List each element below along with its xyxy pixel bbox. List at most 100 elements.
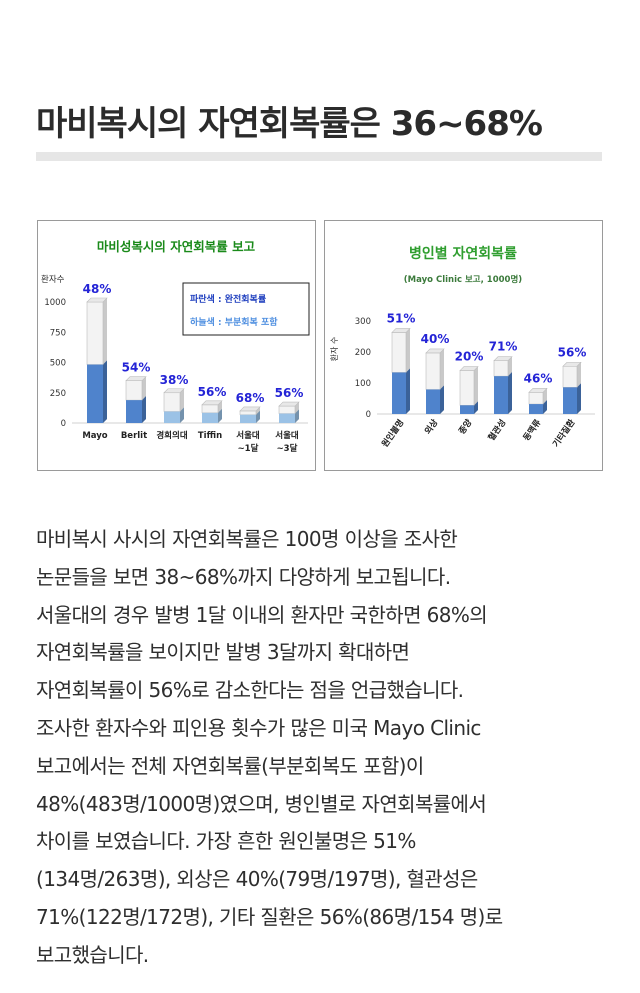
y-tick-label: 1000 <box>44 298 66 308</box>
x-tick-label: 혈관성 <box>486 417 508 443</box>
chart-title: 병인별 자연회복률 <box>409 245 517 262</box>
bar-side-recovered-5 <box>577 383 581 414</box>
bar-recovered-5 <box>279 413 295 423</box>
x-tick-label: Tiffin <box>198 431 222 441</box>
title-divider <box>36 152 602 161</box>
bar-side-recovered-4 <box>256 410 260 423</box>
x-tick-label: 종양 <box>456 417 474 436</box>
bar-top-0 <box>86 297 108 303</box>
bar-remainder-2 <box>163 392 181 412</box>
x-tick-label: 외상 <box>422 417 440 436</box>
x-tick-label: ~3달 <box>277 443 298 454</box>
paragraph-line: 서울대의 경우 발병 1달 이내의 환자만 국한하면 68%의 <box>36 602 488 627</box>
bar-side-recovered-1 <box>440 385 444 414</box>
data-label: 56% <box>198 385 227 399</box>
bar-recovered-0 <box>392 372 406 414</box>
bar-top-4 <box>528 388 548 393</box>
bar-side-recovered-1 <box>142 396 146 423</box>
bar-top-4 <box>239 406 261 412</box>
bar-remainder-1 <box>125 380 143 401</box>
bar-top-1 <box>125 376 147 381</box>
legend-box <box>182 282 310 336</box>
bar-remainder-4 <box>239 410 257 416</box>
etiology-recovery-chart-panel: 병인별 자연회복률 (Mayo Clinic 보고, 1000명) 환자 수 0 100… <box>324 220 603 471</box>
etiology-recovery-chart: 병인별 자연회복률 (Mayo Clinic 보고, 1000명) 환자 수 0 100… <box>329 245 595 449</box>
data-label: 71% <box>489 340 518 354</box>
paragraph-line: 차이를 보였습니다. 가장 흔한 원인불명은 51% <box>36 829 416 854</box>
x-tick-label: 원인불명 <box>380 417 407 449</box>
y-tick-label: 750 <box>50 328 66 338</box>
bar-top-2 <box>459 366 479 371</box>
bar-recovered-2 <box>164 411 180 423</box>
bar-side-recovered-2 <box>474 401 478 414</box>
bar-recovered-4 <box>529 404 543 414</box>
x-tick-label: Mayo <box>82 431 107 441</box>
x-tick-label: 서울대 <box>236 430 260 441</box>
bar-recovered-4 <box>240 414 256 423</box>
bar-recovered-1 <box>126 400 142 423</box>
bar-remainder-0 <box>86 301 104 365</box>
bar-remainder-3 <box>201 404 219 414</box>
bar-side-recovered-3 <box>218 408 222 423</box>
page-title: 마비복시의 자연회복률은 36~68% <box>36 104 543 144</box>
bar-top-1 <box>425 348 445 354</box>
paragraph-line: 보고에서는 전체 자연회복률(부분회복도 포함)이 <box>36 753 424 778</box>
chart-title: 마비성복시의 자연회복률 보고 <box>97 239 256 254</box>
bar-remainder-4 <box>528 392 544 405</box>
y-tick-label: 250 <box>50 389 66 399</box>
bar-side-recovered-3 <box>508 372 512 414</box>
data-label: 48% <box>83 282 112 296</box>
legend-item-partial: 하늘색 : 부분회복 포함 <box>190 316 278 328</box>
paragraph-line: (134명/263명), 외상은 40%(79명/197명), 혈관성은 <box>36 867 478 892</box>
bar-remainder-1 <box>425 352 441 390</box>
x-tick-label: ~1달 <box>238 443 259 454</box>
data-label: 20% <box>455 350 484 364</box>
bar-side-recovered-2 <box>180 407 184 423</box>
paragraph-line: 71%(122명/172명), 기타 질환은 56%(86명/154 명)로 <box>36 904 503 929</box>
chart-subtitle: (Mayo Clinic 보고, 1000명) <box>404 274 522 285</box>
bar-top-5 <box>562 361 582 367</box>
bar-side-recovered-4 <box>543 400 547 414</box>
data-label: 40% <box>421 332 450 346</box>
bar-remainder-5 <box>278 405 296 414</box>
data-label: 38% <box>160 373 189 387</box>
bar-top-0 <box>391 328 411 333</box>
bar-side-recovered-5 <box>295 409 299 423</box>
bar-top-3 <box>493 356 513 361</box>
data-label: 56% <box>558 345 587 359</box>
paragraph-line: 마비복시 사시의 자연회복률은 100명 이상을 조사한 <box>36 527 458 551</box>
bar-recovered-3 <box>202 412 218 423</box>
paragraph-line: 논문들을 보면 38~68%까지 다양하게 보고됩니다. <box>36 564 451 589</box>
data-label: 51% <box>387 311 416 325</box>
data-label: 46% <box>524 371 553 385</box>
x-tick-label: 동맥류 <box>521 417 544 443</box>
x-tick-label: 기타질환 <box>551 417 578 449</box>
y-tick-label: 300 <box>355 317 371 327</box>
paragraph-line: 자연회복률을 보이지만 발병 3달까지 확대하면 <box>36 640 410 665</box>
bar-recovered-2 <box>460 405 474 414</box>
bar-remainder-5 <box>562 365 578 388</box>
y-tick-label: 200 <box>355 348 371 358</box>
data-label: 54% <box>122 361 151 375</box>
bar-top-5 <box>278 401 300 407</box>
y-tick-label: 500 <box>50 359 66 369</box>
bar-side-recovered-0 <box>406 368 410 414</box>
bar-recovered-3 <box>494 376 508 414</box>
bar-recovered-5 <box>563 387 577 414</box>
bar-side-recovered-0 <box>103 360 107 423</box>
bar-remainder-3 <box>493 360 509 377</box>
paragraph-line: 보고했습니다. <box>36 942 149 967</box>
x-tick-label: 서울대 <box>275 430 299 441</box>
y-tick-label: 0 <box>61 419 66 429</box>
bar-recovered-1 <box>426 389 440 414</box>
paragraph-line: 48%(483명/1000명)였으며, 병인별로 자연회복률에서 <box>36 791 487 816</box>
y-axis-label: 환자수 <box>41 274 65 285</box>
x-tick-label: 경희의대 <box>156 430 187 441</box>
data-label: 68% <box>236 391 265 405</box>
legend-item-full: 파란색 : 완전회복률 <box>190 293 266 305</box>
y-tick-label: 100 <box>355 379 371 389</box>
bar-side-2 <box>474 366 478 414</box>
